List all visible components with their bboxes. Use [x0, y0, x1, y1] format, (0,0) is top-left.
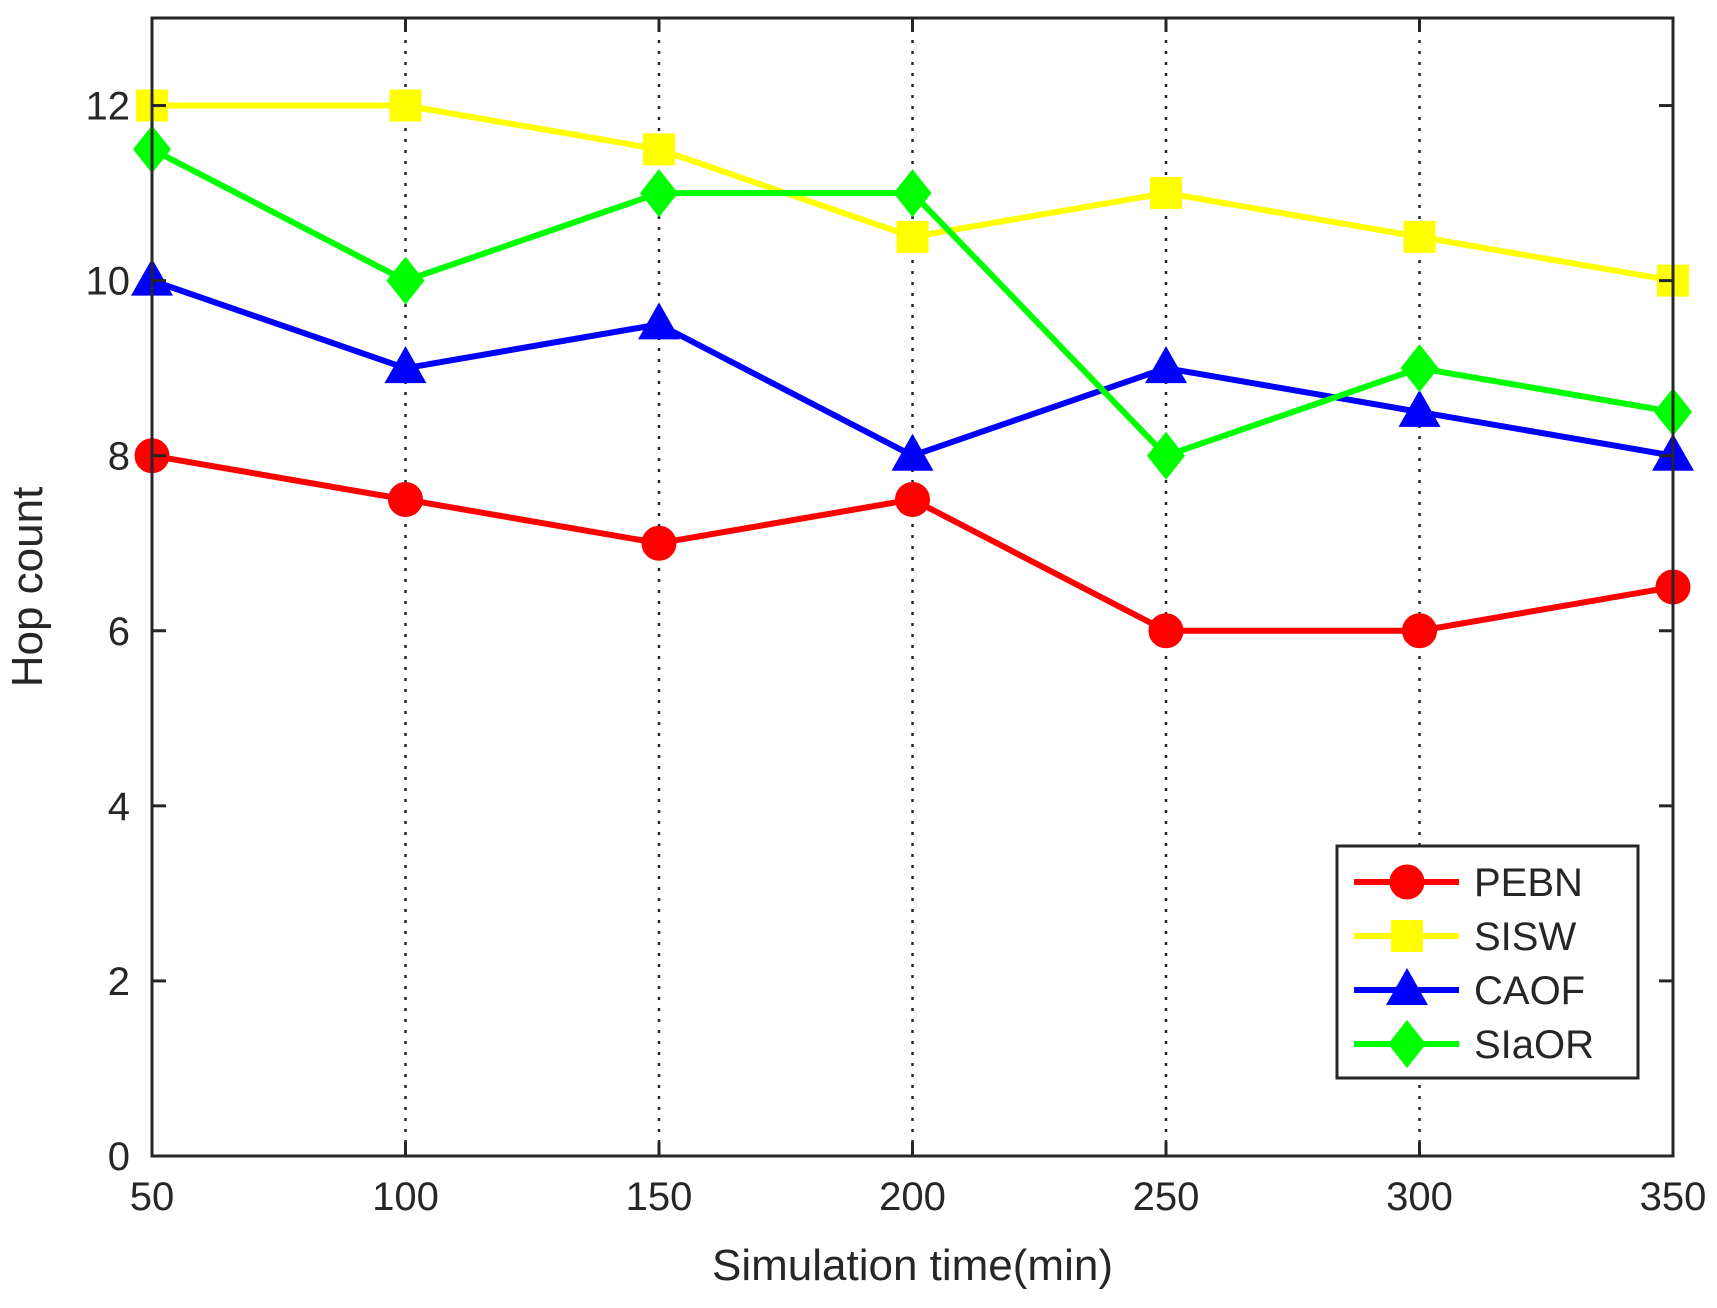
legend-marker-siaor [1388, 1020, 1426, 1068]
y-tick-label: 12 [86, 85, 131, 129]
y-tick-label: 2 [108, 960, 130, 1004]
series-siaor [133, 125, 1692, 480]
data-point-caof [891, 433, 934, 471]
data-point-pebn [895, 481, 930, 517]
x-tick-label: 350 [1640, 1175, 1707, 1219]
data-point-siaor [640, 169, 678, 218]
y-axis-label: Hop count [3, 487, 52, 688]
x-tick-label: 200 [879, 1175, 946, 1219]
data-point-pebn [1148, 613, 1184, 649]
legend-item-sisw: SISW [1354, 915, 1576, 959]
y-tick-label: 0 [108, 1135, 130, 1179]
data-point-caof [1398, 389, 1441, 427]
data-point-caof [638, 302, 680, 340]
legend-marker-sisw [1391, 920, 1423, 952]
data-point-siaor [386, 256, 425, 305]
legend: PEBN SISW CAOF SIaOR [1335, 844, 1640, 1080]
data-point-siaor [1147, 431, 1185, 480]
series-pebn [134, 438, 1691, 649]
data-point-sisw [896, 220, 929, 253]
x-tick-label: 300 [1386, 1175, 1453, 1219]
x-axis-label: Simulation time(min) [712, 1241, 1113, 1290]
y-tick-label: 10 [86, 260, 131, 304]
data-point-pebn [641, 525, 677, 561]
legend-marker-pebn [1389, 864, 1425, 900]
series-caof [131, 258, 1694, 471]
legend-label-siaor: SIaOR [1474, 1023, 1594, 1067]
legend-item-siaor: SIaOR [1354, 1020, 1594, 1068]
data-point-sisw [1403, 220, 1436, 253]
data-point-caof [384, 346, 427, 384]
data-point-siaor [1400, 344, 1439, 393]
data-point-sisw [643, 133, 675, 166]
data-point-pebn [388, 481, 423, 517]
x-tick-label: 250 [1133, 1175, 1200, 1219]
legend-label-sisw: SISW [1474, 915, 1576, 959]
y-tick-label: 8 [108, 435, 130, 479]
data-point-pebn [1402, 613, 1437, 649]
legend-item-pebn: PEBN [1354, 861, 1583, 905]
data-point-caof [1145, 346, 1187, 384]
x-tick-label: 50 [130, 1175, 175, 1219]
legend-label-pebn: PEBN [1474, 861, 1583, 905]
legend-label-caof: CAOF [1474, 969, 1585, 1013]
series-layer [131, 89, 1694, 649]
y-tick-label: 4 [108, 785, 130, 829]
x-tick-label: 150 [626, 1175, 693, 1219]
x-tick-label: 100 [372, 1175, 439, 1219]
axis-ticks: 50 100 150 200 250 300 350 0 2 4 6 8 10 12 [86, 18, 1707, 1219]
data-point-sisw [1150, 177, 1182, 210]
data-point-siaor [893, 169, 932, 218]
y-tick-label: 6 [108, 610, 130, 654]
data-point-sisw [389, 89, 422, 122]
legend-marker-caof [1386, 968, 1428, 1005]
legend-item-caof: CAOF [1354, 968, 1585, 1013]
